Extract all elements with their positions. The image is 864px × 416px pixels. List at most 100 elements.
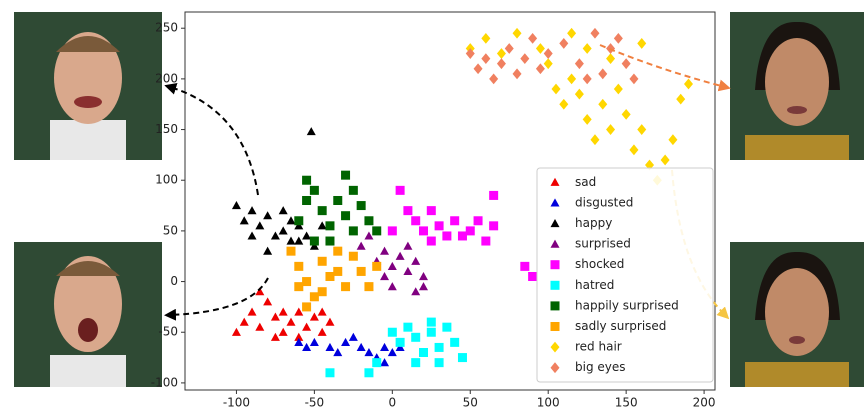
y-tick-label: 0: [170, 274, 178, 288]
point: [247, 206, 257, 215]
legend-marker: [550, 198, 560, 207]
point: [302, 195, 312, 205]
y-tick-label: 100: [155, 173, 178, 187]
point: [637, 124, 647, 135]
point: [333, 246, 343, 256]
point: [395, 337, 405, 347]
point: [294, 307, 304, 316]
point: [364, 348, 374, 357]
x-tick-label: -100: [223, 396, 250, 410]
point: [590, 27, 600, 39]
point: [590, 134, 600, 146]
point: [496, 58, 506, 70]
legend-label: hatred: [575, 278, 614, 292]
point: [598, 98, 608, 110]
arrow: [164, 277, 269, 321]
point: [302, 175, 312, 185]
point: [574, 88, 584, 100]
point: [348, 251, 358, 261]
point: [684, 78, 693, 90]
point: [613, 83, 623, 95]
point: [629, 144, 639, 156]
point: [356, 342, 366, 352]
point: [239, 317, 249, 326]
point: [309, 185, 319, 195]
point: [574, 58, 584, 70]
point: [302, 277, 312, 287]
point: [489, 221, 499, 231]
point: [481, 32, 491, 44]
y-tick-label: 50: [163, 223, 178, 237]
point: [411, 287, 421, 296]
point: [255, 322, 265, 331]
point: [364, 216, 374, 226]
point: [520, 53, 530, 65]
point: [481, 53, 491, 65]
point: [387, 327, 397, 337]
point: [481, 236, 491, 246]
point: [380, 271, 390, 281]
point: [325, 236, 335, 246]
legend-label: red hair: [575, 340, 622, 354]
arrow: [599, 44, 731, 92]
point: [286, 216, 296, 225]
point: [372, 358, 382, 368]
point: [364, 368, 374, 378]
point: [270, 231, 280, 240]
point: [504, 43, 514, 54]
point: [582, 73, 592, 85]
point: [294, 332, 304, 341]
legend-label: happy: [575, 216, 612, 230]
point: [372, 261, 382, 271]
point: [309, 292, 319, 302]
photo-right-bottom: [730, 242, 864, 387]
point: [473, 216, 483, 226]
point: [567, 27, 577, 39]
point: [676, 93, 686, 105]
point: [294, 337, 304, 346]
point: [395, 342, 405, 352]
point: [380, 246, 390, 255]
point: [270, 332, 280, 341]
point: [380, 358, 390, 367]
point: [450, 216, 460, 226]
point: [325, 317, 335, 326]
point: [520, 261, 530, 271]
point: [535, 63, 545, 75]
point: [528, 32, 538, 44]
point: [309, 312, 319, 321]
point: [247, 307, 257, 316]
point: [231, 201, 241, 210]
legend-marker: [550, 260, 560, 270]
point: [598, 68, 608, 80]
legend-marker: [550, 219, 560, 228]
point: [317, 221, 327, 230]
point: [302, 302, 312, 312]
point: [426, 236, 436, 246]
point: [551, 83, 561, 95]
point: [302, 231, 312, 240]
point: [356, 201, 366, 211]
point: [325, 271, 335, 281]
point: [411, 332, 421, 342]
point: [263, 297, 273, 306]
point: [457, 353, 467, 363]
point: [645, 159, 655, 171]
point: [278, 327, 288, 336]
point: [263, 211, 273, 220]
point: [621, 58, 631, 70]
point: [231, 327, 241, 336]
point: [450, 337, 460, 347]
point: [278, 307, 288, 316]
point: [426, 206, 436, 216]
x-tick-label: 100: [537, 396, 560, 410]
x-tick-label: 50: [463, 396, 478, 410]
point: [535, 43, 545, 54]
point: [512, 27, 522, 39]
point: [582, 114, 592, 125]
point: [294, 216, 304, 226]
point: [582, 43, 592, 54]
point: [387, 261, 397, 270]
point: [426, 327, 436, 337]
